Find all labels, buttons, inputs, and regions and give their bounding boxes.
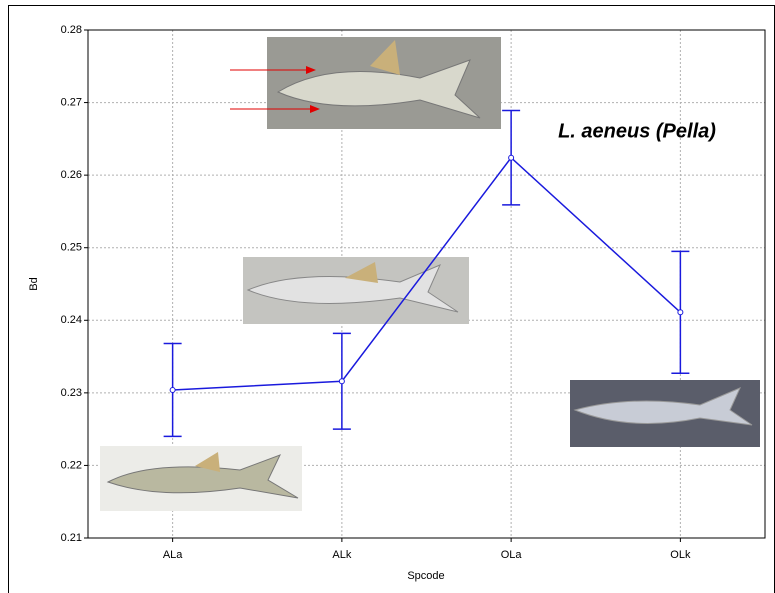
x-tick-label: ALk [332,549,351,561]
point [338,378,345,385]
series-line [172,156,681,391]
annotation: L. aeneus (Pella) [558,120,716,142]
y-tick-label: 0.24 [61,314,82,326]
plot-area [87,29,766,539]
x-axis-label: Spcode [407,570,444,582]
point [508,154,515,161]
y-tick-label: 0.27 [61,96,82,108]
x-tick-label: OLk [670,549,691,561]
y-tick-label: 0.23 [61,387,82,399]
y-tick-label: 0.26 [61,169,82,181]
y-tick-label: 0.22 [61,459,82,471]
fish-photo [243,257,469,324]
y-axis-label: Bd [28,277,40,290]
fish-photo [267,37,501,129]
fish-photos [100,37,760,511]
fish-photo [570,380,760,447]
x-tick-label: OLa [501,549,523,561]
point [169,386,176,393]
fish-photo [100,446,302,511]
x-tick-label: ALa [163,549,183,561]
y-tick-label: 0.21 [61,532,82,544]
point [677,309,684,316]
y-tick-label: 0.28 [61,24,82,36]
y-tick-label: 0.25 [61,242,82,254]
